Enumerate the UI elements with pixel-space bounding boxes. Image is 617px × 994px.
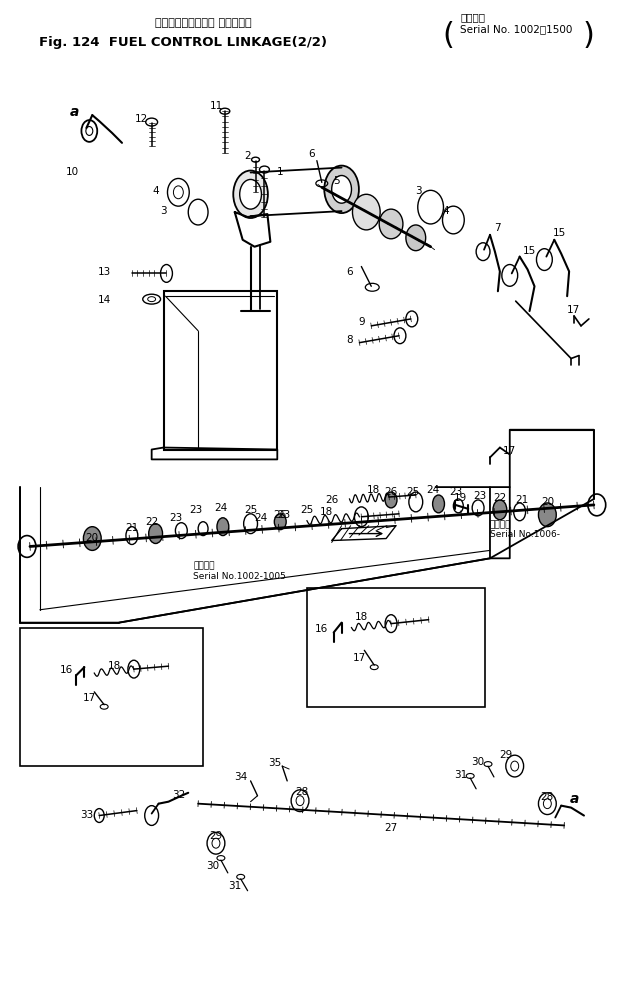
Text: a: a: [70, 105, 79, 119]
Text: 18: 18: [320, 506, 333, 516]
Text: 22: 22: [145, 516, 159, 526]
Text: 3: 3: [160, 206, 167, 216]
Text: 31: 31: [228, 880, 241, 890]
Text: 35: 35: [268, 757, 281, 767]
Ellipse shape: [239, 180, 262, 210]
Text: 26: 26: [384, 487, 398, 497]
Text: 10: 10: [66, 166, 79, 176]
Ellipse shape: [433, 496, 444, 513]
Text: 28: 28: [540, 791, 554, 801]
Ellipse shape: [217, 518, 229, 536]
Text: 適用号機
Serial No. 1002～1500: 適用号機 Serial No. 1002～1500: [460, 12, 573, 34]
Ellipse shape: [493, 500, 507, 520]
Text: 7: 7: [495, 223, 501, 233]
Text: 4: 4: [442, 206, 449, 216]
Text: 3: 3: [415, 186, 422, 196]
Text: 適用号機
Serial No.1006-: 適用号機 Serial No.1006-: [490, 520, 560, 539]
Text: 20: 20: [540, 496, 554, 506]
Text: 24: 24: [254, 512, 267, 522]
Text: 30: 30: [471, 756, 485, 766]
Text: 20: 20: [86, 532, 99, 542]
Text: 1: 1: [277, 166, 284, 176]
Text: 21: 21: [125, 522, 138, 532]
Ellipse shape: [83, 527, 101, 551]
Ellipse shape: [325, 166, 359, 214]
Text: 27: 27: [384, 823, 398, 833]
Text: 23: 23: [189, 504, 203, 514]
Text: 6: 6: [346, 267, 353, 277]
Text: フェルコントロール リンケージ: フェルコントロール リンケージ: [155, 18, 251, 28]
Text: ): ): [583, 21, 595, 50]
Text: 24: 24: [426, 485, 439, 495]
Text: 32: 32: [172, 789, 185, 799]
Text: 18: 18: [107, 660, 121, 671]
Ellipse shape: [146, 119, 157, 127]
Text: a: a: [569, 791, 579, 805]
Bar: [20, 628, 203, 766]
Text: 14: 14: [97, 295, 111, 305]
Ellipse shape: [275, 514, 286, 530]
Text: 34: 34: [234, 771, 247, 781]
Text: 26: 26: [325, 494, 338, 505]
Text: 23: 23: [169, 512, 182, 522]
Text: 26: 26: [273, 509, 287, 519]
Text: 17: 17: [566, 305, 580, 315]
Text: 11: 11: [209, 101, 223, 111]
Text: 18: 18: [355, 611, 368, 621]
Text: 29: 29: [209, 830, 223, 841]
Ellipse shape: [379, 210, 403, 240]
Text: 23: 23: [278, 509, 291, 519]
Text: 適用号機
Serial No.1002-1005: 適用号機 Serial No.1002-1005: [193, 561, 286, 580]
Text: 8: 8: [346, 334, 353, 344]
Text: 16: 16: [60, 664, 73, 675]
Text: 25: 25: [244, 504, 257, 514]
Text: 5: 5: [333, 176, 340, 186]
Ellipse shape: [149, 524, 162, 544]
Text: 17: 17: [83, 692, 96, 702]
Text: (: (: [442, 21, 454, 50]
Ellipse shape: [233, 171, 268, 219]
Text: 13: 13: [97, 267, 111, 277]
Ellipse shape: [352, 195, 380, 231]
Ellipse shape: [385, 493, 397, 508]
Text: 9: 9: [358, 317, 365, 327]
Bar: [307, 588, 485, 707]
Ellipse shape: [252, 158, 260, 163]
Ellipse shape: [260, 167, 270, 174]
Text: 24: 24: [214, 502, 228, 512]
Text: 28: 28: [296, 786, 308, 796]
Text: 15: 15: [553, 228, 566, 238]
Text: 23: 23: [473, 490, 487, 501]
Text: 2: 2: [244, 150, 251, 161]
Text: 6: 6: [308, 148, 315, 159]
Text: 19: 19: [453, 492, 467, 503]
Text: 4: 4: [152, 186, 159, 196]
Ellipse shape: [539, 503, 557, 527]
Text: Fig. 124  FUEL CONTROL LINKAGE(2/2): Fig. 124 FUEL CONTROL LINKAGE(2/2): [39, 37, 327, 50]
Text: 16: 16: [315, 623, 328, 633]
Text: 25: 25: [406, 487, 420, 497]
Text: 31: 31: [453, 769, 467, 779]
Ellipse shape: [220, 109, 230, 115]
Text: 17: 17: [353, 653, 366, 663]
Ellipse shape: [406, 226, 426, 251]
Text: 17: 17: [503, 445, 516, 455]
Text: 15: 15: [523, 246, 536, 255]
Text: 18: 18: [366, 485, 380, 495]
Text: 21: 21: [515, 494, 528, 505]
Text: 23: 23: [450, 487, 463, 497]
Text: 22: 22: [493, 492, 507, 503]
Bar: [164, 292, 277, 450]
Text: 12: 12: [135, 114, 148, 124]
Text: 25: 25: [300, 504, 313, 514]
Text: 30: 30: [207, 860, 220, 870]
Text: 33: 33: [80, 809, 93, 819]
Ellipse shape: [332, 176, 352, 204]
Text: 29: 29: [499, 749, 513, 759]
